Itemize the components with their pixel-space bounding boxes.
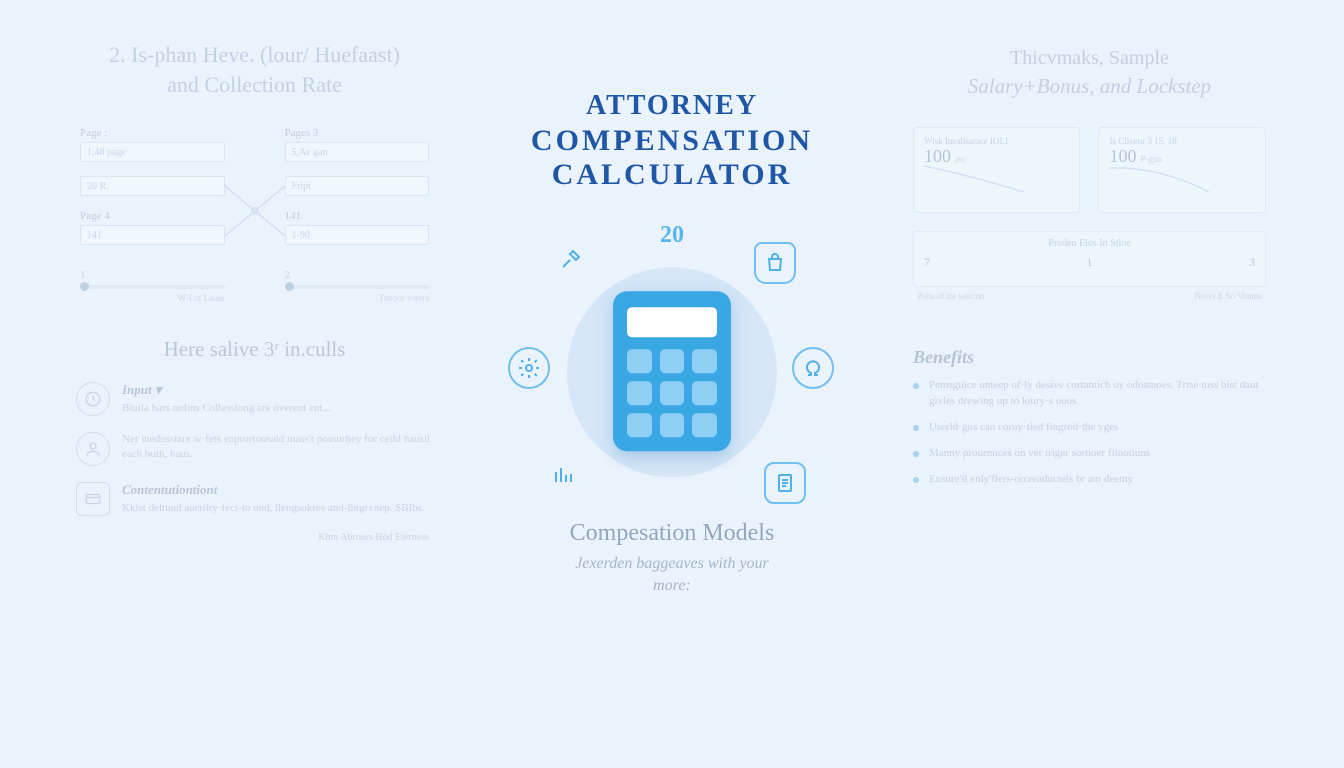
field-label: Pages 3	[285, 127, 430, 139]
metric-card-0: Wisk Inealisarace IOLI 100 asr	[913, 127, 1081, 213]
benefit-item: Ensure'il enly'flers-orcreaductels br am…	[913, 472, 1266, 488]
bag-icon	[754, 242, 796, 284]
info-text: Ner inedosstare w·fets enprortonsald mas…	[122, 432, 433, 462]
field-input[interactable]: 1,48 page	[80, 142, 225, 162]
range-label: 2	[285, 269, 430, 281]
field-1: Pages 3 5,Ae gan	[285, 127, 430, 162]
clock-icon	[76, 382, 110, 416]
trend-line-icon	[924, 162, 1024, 196]
range-caption: W-Lot Louie	[80, 293, 225, 303]
field-4: 141 1-90	[285, 210, 430, 245]
info-text: Contentutiontiont Kkist deltund auctilry…	[122, 482, 425, 516]
field-input[interactable]: 1-90	[285, 225, 430, 245]
center-panel: ATTORNEY COMPENSATION CALCULATOR 20	[469, 40, 875, 728]
left-subtitle: Here salive 3ʳ in.culls	[70, 337, 439, 362]
info-row-2: Contentutiontiont Kkist deltund auctilry…	[70, 482, 439, 516]
left-footer-caption: Khm Abrours Hod Eterness	[70, 532, 439, 543]
app-title: ATTORNEY COMPENSATION CALCULATOR	[469, 90, 875, 192]
left-panel: 2. Is-phan Heve. (lour/ Huefaast) and Co…	[70, 40, 439, 728]
field-2b: Fript	[285, 176, 430, 196]
mid-caption: Pruden Elos In Stloe	[924, 238, 1255, 249]
benefit-item: Userld·gus can coruy·tied fingrod·the vg…	[913, 420, 1266, 436]
info-head: Contentutiontiont	[122, 482, 425, 498]
center-subtext: Jexerden baggeaves with your more:	[469, 553, 875, 598]
right-title: Thicvmaks, Sample Salary+Bonus, and Lock…	[905, 44, 1274, 101]
field-label: Page 4	[80, 210, 225, 222]
benefit-item: Pemsguice unteep of·ly desive cortanticb…	[913, 378, 1266, 410]
connector-graphic	[220, 181, 290, 241]
range-caption: Tuvoor voters	[285, 293, 430, 303]
right-panel: Thicvmaks, Sample Salary+Bonus, and Lock…	[905, 40, 1274, 728]
info-body: Kkist deltund auctilry·fect-to und, llen…	[122, 501, 425, 516]
field-input[interactable]: 141	[80, 225, 225, 245]
info-text: Input ▾ Bluila hars nolins Collessiong a…	[122, 382, 331, 416]
field-input[interactable]: 20 R.	[80, 176, 225, 196]
range-slider[interactable]	[285, 285, 430, 289]
omega-icon	[792, 347, 834, 389]
range-slider[interactable]	[80, 285, 225, 289]
field-input[interactable]: 5,Ae gan	[285, 142, 430, 162]
calculator-icon	[613, 291, 731, 451]
mid-foot: Pons of tre wercon Neers E So Voums	[917, 291, 1262, 301]
app-title-line2: COMPENSATION CALCULATOR	[469, 124, 875, 192]
benefit-item: Manny prournnces on ver triger sortioer …	[913, 446, 1266, 462]
document-icon	[764, 462, 806, 504]
field-label: 141	[285, 210, 430, 222]
trend-line-icon	[1109, 162, 1209, 196]
input-grid: Page : 1,48 page Pages 3 5,Ae gan 20 R. …	[70, 127, 439, 263]
range-1: 2 Tuvoor voters	[285, 269, 430, 303]
mid-foot-1: Neers E So Voums	[1195, 291, 1262, 301]
field-3: Page 4 141	[80, 210, 225, 245]
card-caption: Wisk Inealisarace IOLI	[924, 136, 1070, 146]
info-row-0: Input ▾ Bluila hars nolins Collessiong a…	[70, 382, 439, 416]
card-caption: Is Clivenr 3 15. 18	[1109, 136, 1255, 146]
range-label: 1	[80, 269, 225, 281]
center-sub-line1: Jexerden baggeaves with your	[575, 555, 769, 572]
gear-icon	[508, 347, 550, 389]
mid-cols: 7 1 3	[924, 255, 1255, 270]
field-0: Page : 1,48 page	[80, 127, 225, 162]
field-label: Page :	[80, 127, 225, 139]
center-sub-line2: more:	[653, 577, 691, 594]
app-title-line1: ATTORNEY	[586, 90, 758, 121]
mid-col-2: 3	[1249, 255, 1255, 270]
benefits-section: Benefits Pemsguice unteep of·ly desive c…	[905, 347, 1274, 488]
info-row-1: Ner inedosstare w·fets enprortonsald mas…	[70, 432, 439, 466]
left-panel-title: 2. Is-phan Heve. (lour/ Huefaast) and Co…	[70, 40, 439, 99]
range-0: 1 W-Lot Louie	[80, 269, 225, 303]
field-input[interactable]: Fript	[285, 176, 430, 196]
user-icon	[76, 432, 110, 466]
range-row: 1 W-Lot Louie 2 Tuvoor voters	[70, 269, 439, 303]
chart-icon	[542, 454, 584, 496]
info-head: Input ▾	[122, 382, 331, 398]
metric-card-1: Is Clivenr 3 15. 18 100 P-gun	[1098, 127, 1266, 213]
field-2: 20 R.	[80, 176, 225, 196]
left-title-line2: and Collection Rate	[70, 70, 439, 100]
card-icon	[76, 482, 110, 516]
hero-graphic: 20	[492, 218, 852, 518]
mid-strip: Pruden Elos In Stloe 7 1 3	[913, 231, 1266, 287]
center-heading: Compesation Models	[469, 520, 875, 547]
mid-col-0: 7	[924, 255, 930, 270]
info-body: Bluila hars nolins Collessiong are overe…	[122, 401, 331, 416]
orbit-number-icon: 20	[651, 214, 693, 256]
twin-cards: Wisk Inealisarace IOLI 100 asr Is Cliven…	[905, 127, 1274, 213]
right-title-line2: Salary+Bonus, and Lockstep	[905, 72, 1274, 101]
left-title-line1: 2. Is-phan Heve. (lour/ Huefaast)	[109, 42, 400, 67]
info-body: Ner inedosstare w·fets enprortonsald mas…	[122, 432, 433, 462]
benefits-list: Pemsguice unteep of·ly desive cortanticb…	[913, 378, 1266, 488]
gavel-icon	[550, 238, 592, 280]
right-title-line1: Thicvmaks, Sample	[1010, 47, 1169, 69]
mid-col-1: 1	[1086, 255, 1092, 270]
mid-foot-0: Pons of tre wercon	[917, 291, 985, 301]
benefits-heading: Benefits	[913, 347, 1266, 368]
